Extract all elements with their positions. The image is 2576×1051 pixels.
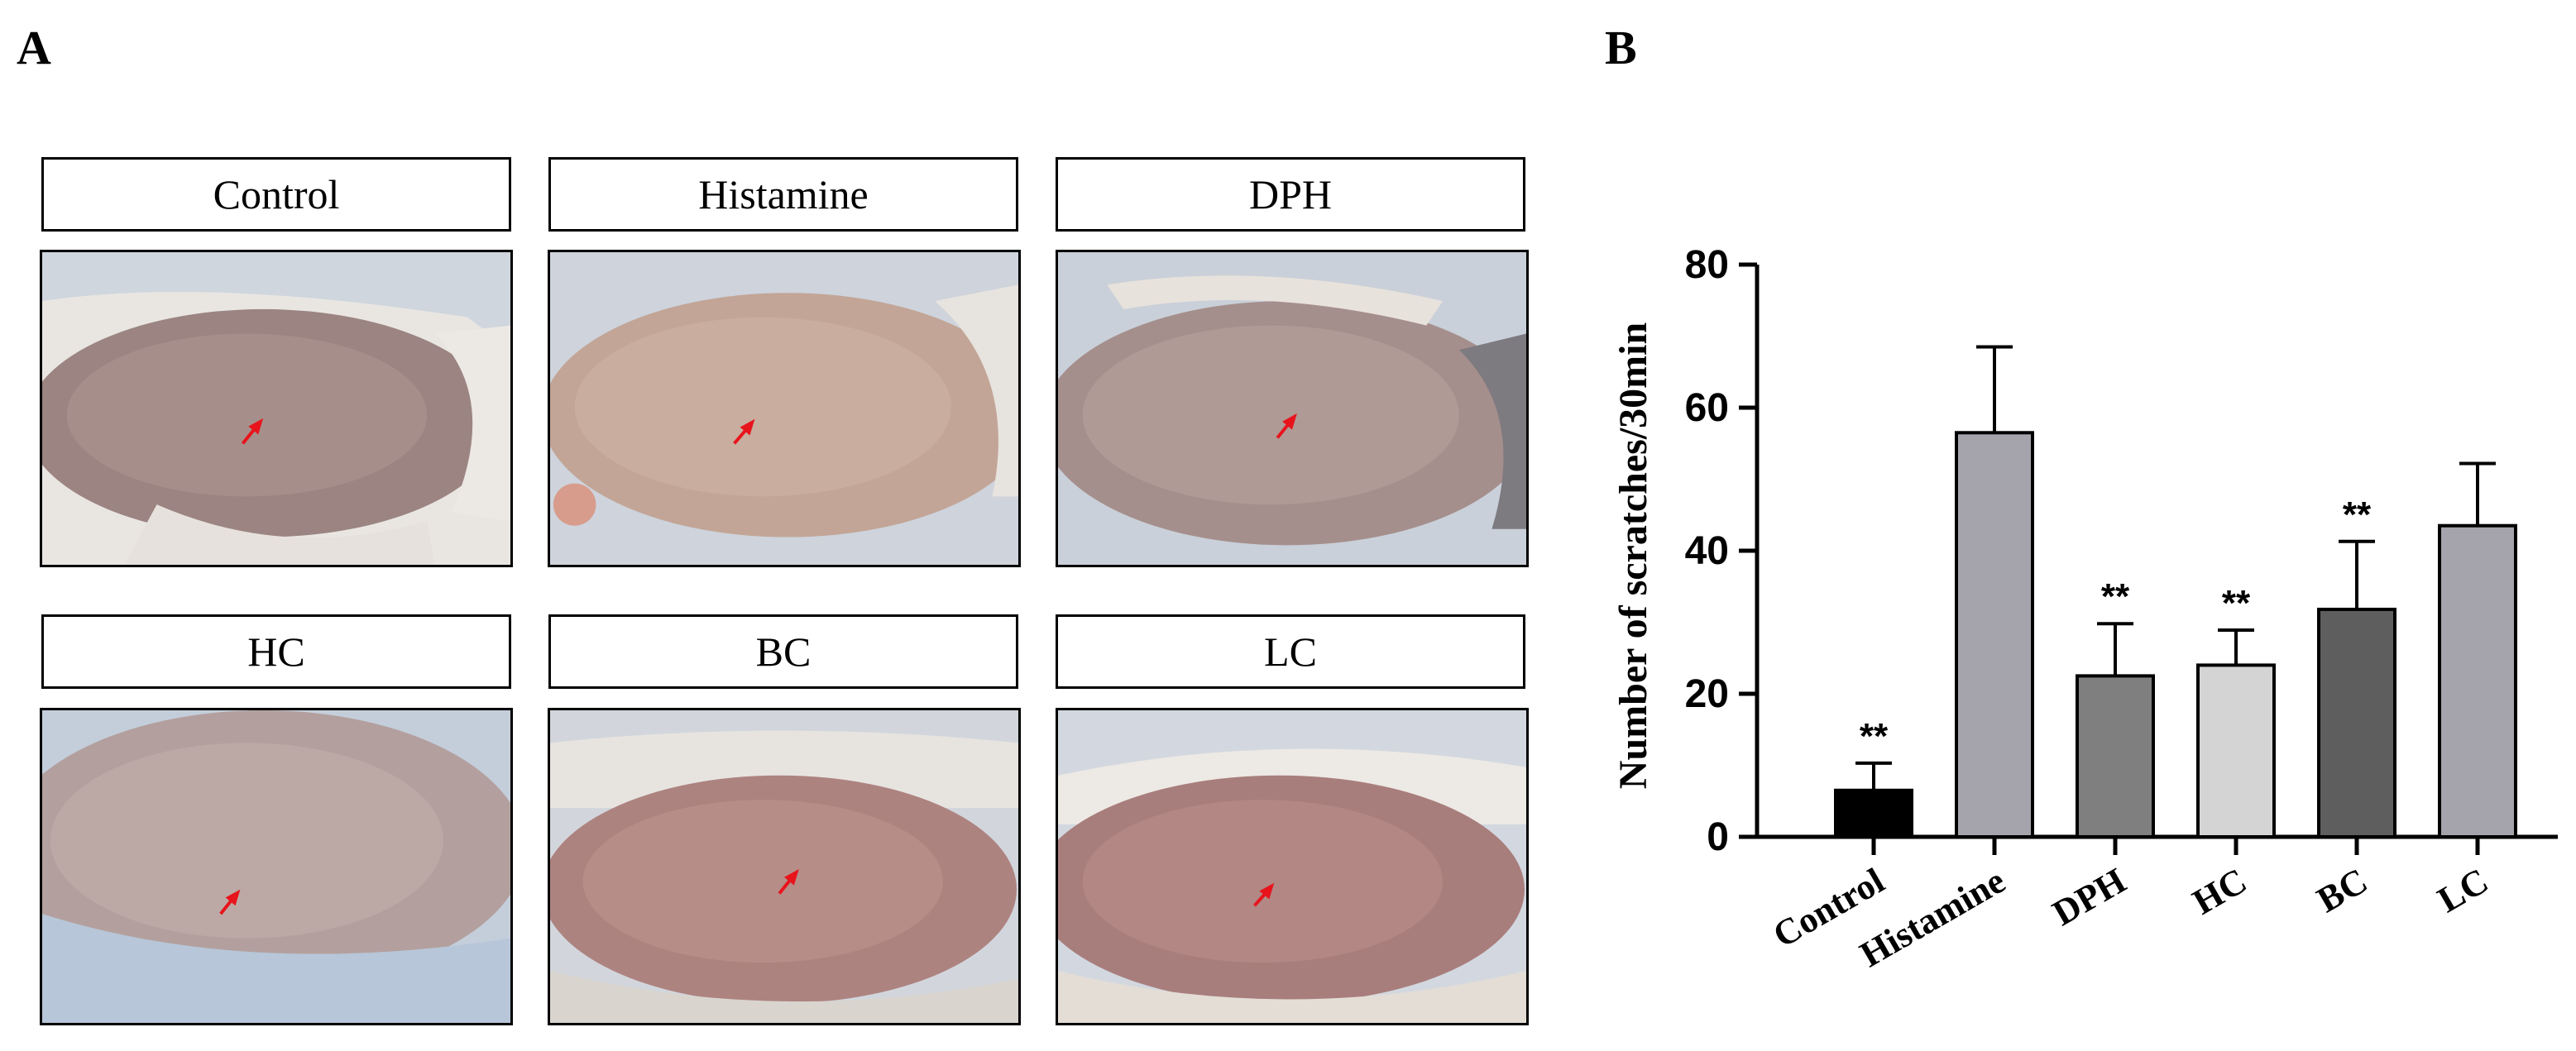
x-tick-label: DPH <box>2046 860 2133 934</box>
x-tick-label: BC <box>2310 860 2374 920</box>
photo-hc <box>40 708 513 1025</box>
photo-histamine <box>548 250 1021 567</box>
photo-lc <box>1056 708 1529 1025</box>
y-tick-label: 60 <box>1685 386 1729 430</box>
photo-label-bc: BC <box>548 614 1018 689</box>
bar-lc <box>2438 523 2517 838</box>
x-tick-label: HC <box>2186 860 2253 922</box>
significance-marker: ** <box>1860 716 1889 757</box>
photo-label-dph: DPH <box>1056 157 1525 232</box>
bar-bc <box>2317 607 2396 838</box>
photo-label-hc: HC <box>41 614 511 689</box>
photo-dph <box>1056 250 1529 567</box>
significance-marker: ** <box>2101 576 2130 617</box>
bar-histamine <box>1955 431 2034 839</box>
photo-bc <box>548 708 1021 1025</box>
y-tick-label: 80 <box>1685 243 1729 287</box>
significance-marker: ** <box>2222 583 2251 623</box>
bar-hc <box>2196 663 2276 839</box>
bar-control <box>1834 788 1913 839</box>
photo-control <box>40 250 513 567</box>
photo-label-histamine: Histamine <box>548 157 1018 232</box>
y-axis-title: Number of scratches/30min <box>1611 322 1655 789</box>
panel-label-a: A <box>17 21 51 74</box>
photo-label-lc: LC <box>1056 614 1525 689</box>
x-tick-label: LC <box>2431 860 2495 920</box>
panel-label-b: B <box>1605 21 1637 74</box>
y-tick-label: 40 <box>1685 529 1729 573</box>
y-tick-label: 0 <box>1707 815 1729 859</box>
bar-dph <box>2076 674 2155 838</box>
y-tick-label: 20 <box>1685 672 1729 716</box>
significance-marker: ** <box>2343 494 2372 535</box>
photo-label-control: Control <box>41 157 511 232</box>
